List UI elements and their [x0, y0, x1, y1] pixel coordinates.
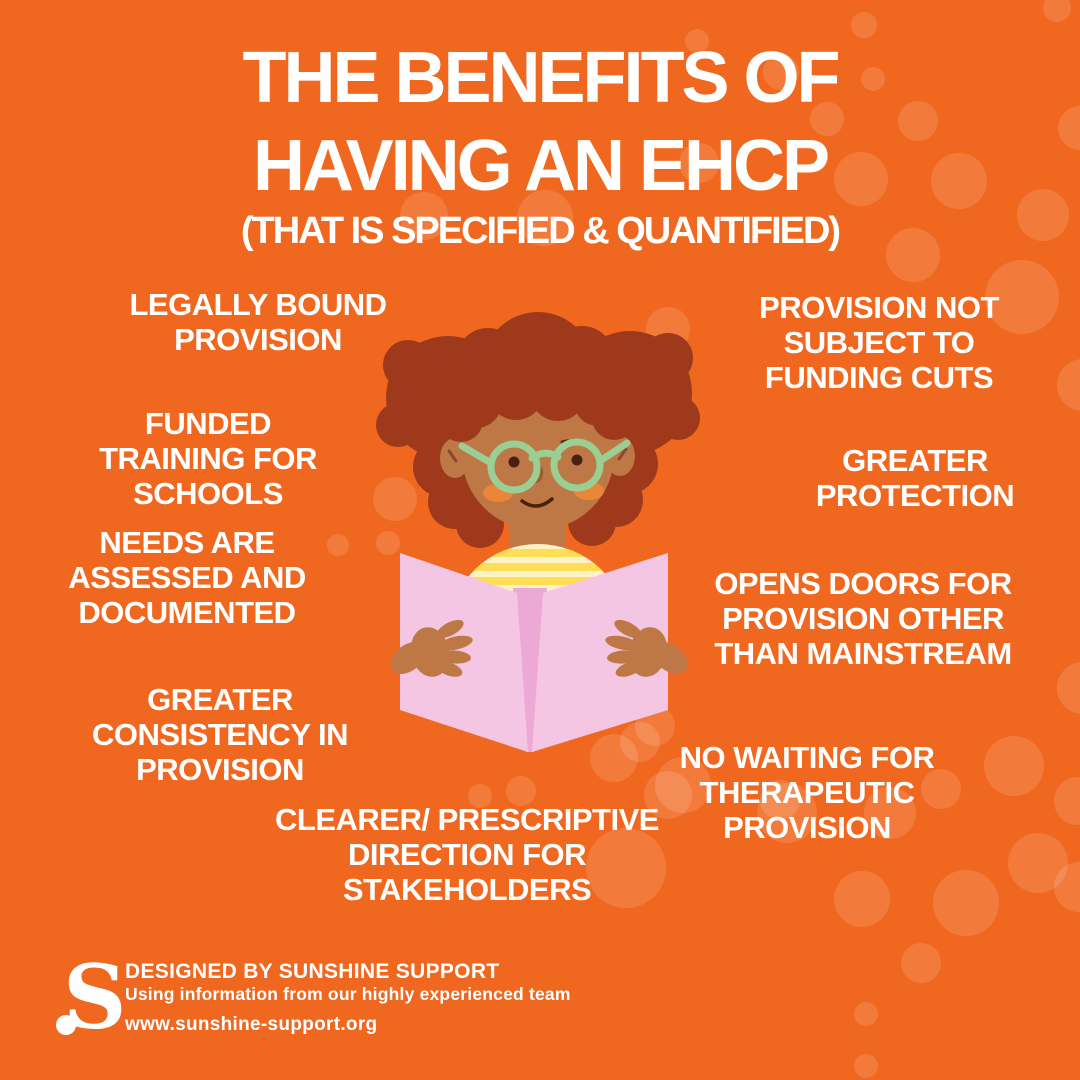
benefit-needs-assessed: NEEDS ARE ASSESSED AND DOCUMENTED: [68, 525, 306, 630]
child-reading-illustration: [376, 312, 700, 752]
poster-subtitle: (THAT IS SPECIFIED & QUANTIFIED): [240, 210, 841, 252]
benefit-greater-consistency: GREATER CONSISTENCY IN PROVISION: [92, 682, 348, 787]
website-text: www.sunshine-support.org: [125, 1014, 378, 1035]
logo-dot: [56, 1015, 76, 1035]
benefit-opens-doors: OPENS DOORS FOR PROVISION OTHER THAN MAI…: [714, 566, 1012, 671]
poster-title-line1: THE BENEFITS OF: [242, 38, 840, 118]
poster-title: THE BENEFITS OF HAVING AN EHCP: [0, 34, 1080, 210]
benefit-clearer-direction: CLEARER/ PRESCRIPTIVE DIRECTION FOR STAK…: [275, 802, 659, 907]
glasses: [458, 438, 631, 494]
right-hand: [605, 619, 688, 677]
benefit-no-waiting: NO WAITING FOR THERAPEUTIC PROVISION: [679, 740, 935, 845]
sunshine-logo: S: [56, 948, 125, 1042]
left-hand: [390, 619, 473, 677]
designed-by-text: DESIGNED BY SUNSHINE SUPPORT: [125, 960, 500, 983]
child-hair-fringe: [439, 364, 636, 442]
benefit-legally-bound: LEGALLY BOUND PROVISION: [129, 287, 387, 357]
poster-title-line2: HAVING AN EHCP: [252, 126, 830, 206]
benefit-provision-not-subject: PROVISION NOT SUBJECT TO FUNDING CUTS: [759, 290, 999, 395]
tagline-text: Using information from our highly experi…: [125, 984, 571, 1004]
benefit-greater-protection: GREATER PROTECTION: [815, 443, 1015, 513]
benefit-funded-training: FUNDED TRAINING FOR SCHOOLS: [99, 406, 317, 511]
